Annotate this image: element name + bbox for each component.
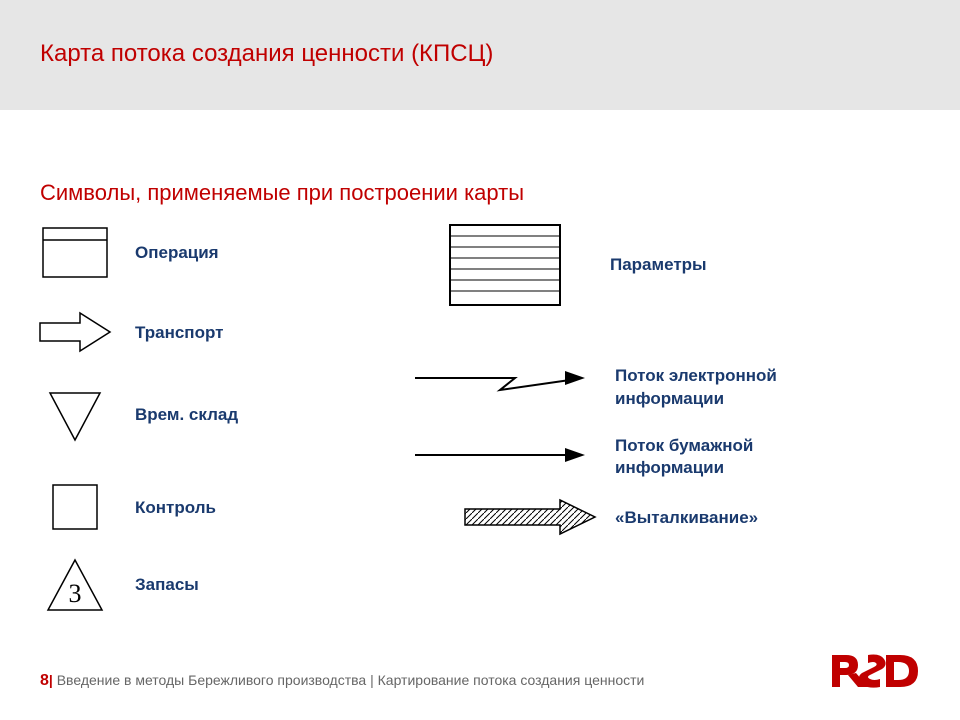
row-stock: 3 Запасы bbox=[30, 555, 199, 615]
temp-store-label: Врем. склад bbox=[135, 405, 238, 425]
stock-digit: 3 bbox=[69, 579, 82, 608]
row-pflow: Поток бумажнойинформации bbox=[410, 435, 753, 479]
stock-label: Запасы bbox=[135, 575, 199, 595]
row-eflow: Поток электроннойинформации bbox=[410, 360, 777, 415]
params-label: Параметры bbox=[610, 255, 707, 275]
push-label: «Выталкивание» bbox=[615, 508, 758, 528]
stock-icon: 3 bbox=[30, 555, 120, 615]
transport-icon bbox=[30, 305, 120, 360]
subtitle: Символы, применяемые при построении карт… bbox=[40, 180, 524, 206]
operation-icon bbox=[30, 225, 120, 280]
params-icon bbox=[430, 220, 580, 310]
row-operation: Операция bbox=[30, 225, 219, 280]
row-temp-store: Врем. склад bbox=[30, 385, 238, 445]
footer: 8| Введение в методы Бережливого произво… bbox=[40, 672, 644, 690]
page-title: Карта потока создания ценности (КПСЦ) bbox=[40, 40, 960, 68]
header-band: Карта потока создания ценности (КПСЦ) bbox=[0, 0, 960, 110]
eflow-icon bbox=[410, 360, 600, 415]
operation-label: Операция bbox=[135, 243, 219, 263]
row-transport: Транспорт bbox=[30, 305, 223, 360]
row-push: «Выталкивание» bbox=[410, 495, 758, 540]
transport-label: Транспорт bbox=[135, 323, 223, 343]
pflow-label: Поток бумажнойинформации bbox=[615, 435, 753, 479]
eflow-label: Поток электроннойинформации bbox=[615, 365, 777, 409]
footer-text: Введение в методы Бережливого производст… bbox=[53, 672, 645, 688]
temp-store-icon bbox=[30, 385, 120, 445]
rzd-logo-icon bbox=[830, 647, 920, 700]
control-icon bbox=[30, 480, 120, 535]
row-params: Параметры bbox=[430, 220, 707, 310]
pflow-icon bbox=[410, 440, 600, 475]
push-icon bbox=[410, 495, 600, 540]
row-control: Контроль bbox=[30, 480, 216, 535]
footer-page: 8 bbox=[40, 672, 49, 689]
control-label: Контроль bbox=[135, 498, 216, 518]
